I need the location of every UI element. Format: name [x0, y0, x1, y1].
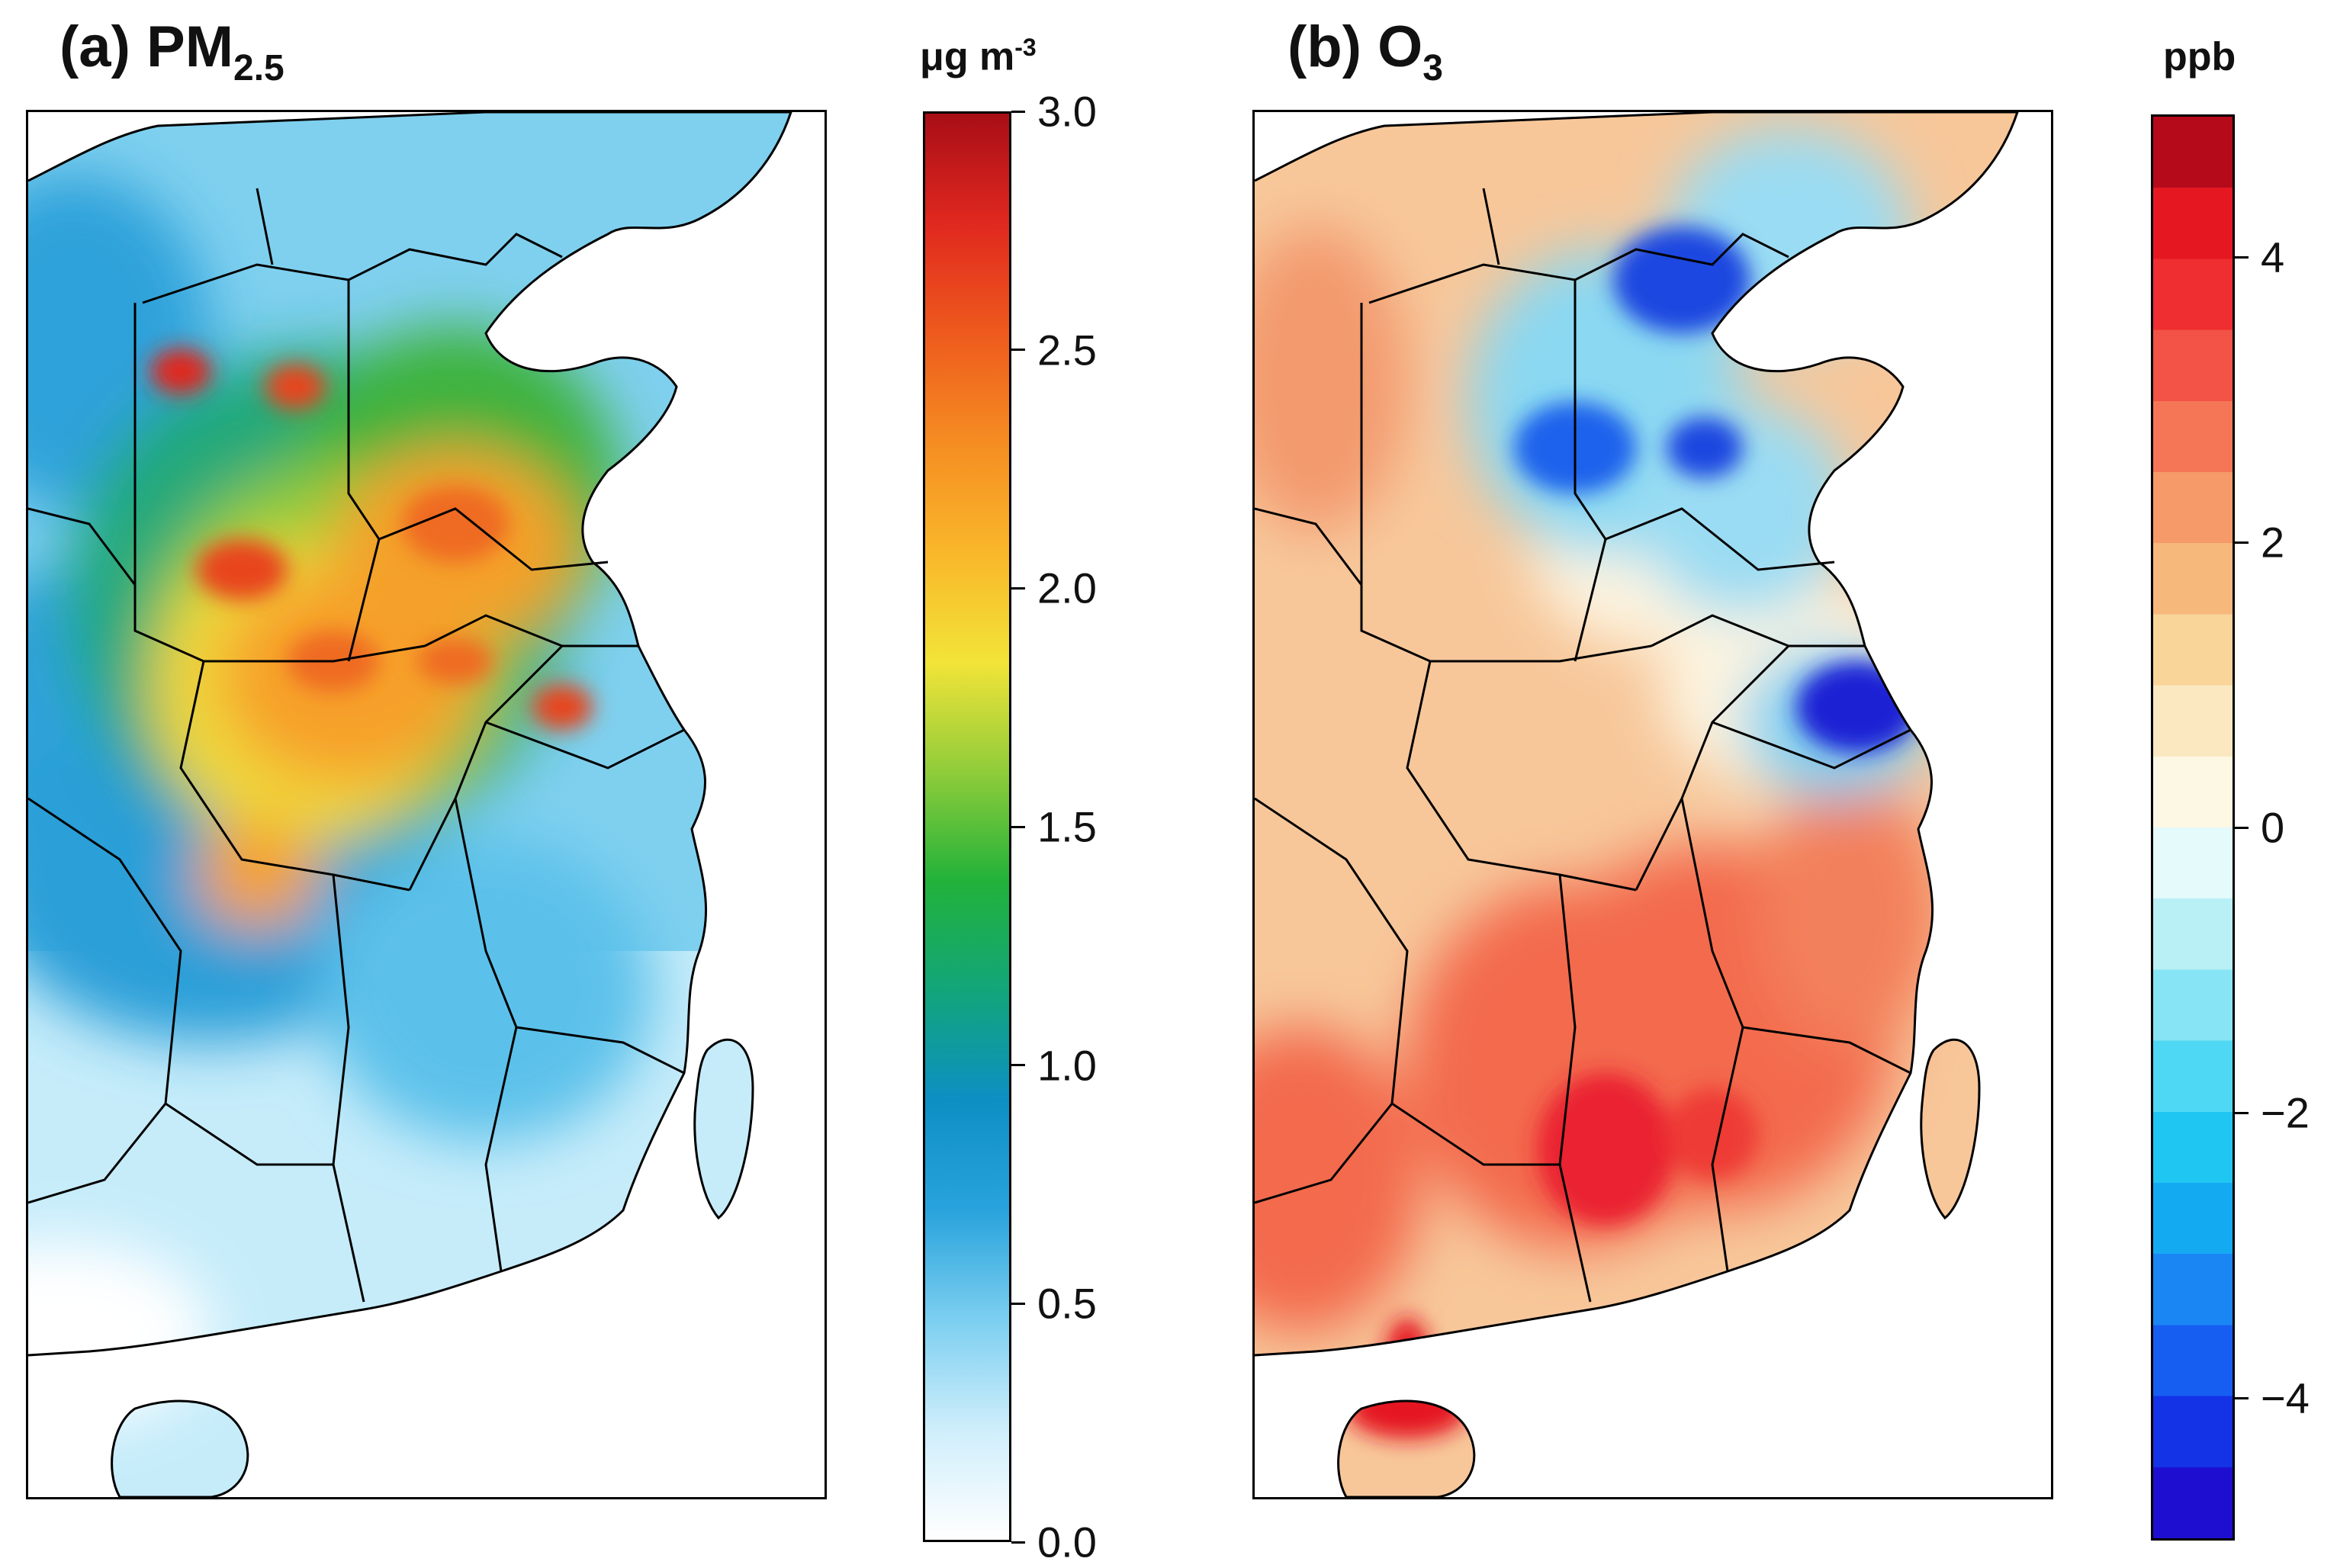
panel-b-unit: ppb [2163, 34, 2236, 79]
panel-a-title-subscript: 2.5 [233, 48, 284, 88]
panel-b-title-subscript: 3 [1422, 48, 1443, 88]
colorbar-a-tick [1011, 1541, 1025, 1544]
panel-a-unit-exponent: -3 [1014, 34, 1037, 61]
colorbar-b-tick [2235, 826, 2249, 829]
colorbar-a-tick [1011, 586, 1025, 590]
colorbar-a-tick-label: 2.5 [1037, 326, 1097, 374]
colorbar-a-tick [1011, 110, 1025, 113]
map-panel-b [1252, 110, 2053, 1499]
colorbar-b-tick-label: 0 [2261, 803, 2285, 852]
colorbar-a-tick [1011, 1064, 1025, 1067]
colorbar-a-tick [1011, 349, 1025, 352]
colorbar-a-tick-label: 0.5 [1037, 1279, 1097, 1328]
panel-b-title-prefix: (b) O [1287, 14, 1423, 79]
colorbar-a [923, 111, 1011, 1542]
colorbar-b-tick-label: 4 [2261, 233, 2285, 281]
colorbar-a-tick-label: 1.0 [1037, 1041, 1097, 1090]
panel-b-unit-base: ppb [2163, 34, 2236, 79]
panel-a-unit-base: μg m [920, 34, 1015, 79]
colorbar-a-tick-label: 1.5 [1037, 802, 1097, 851]
colorbar-a-tick-label: 3.0 [1037, 87, 1097, 136]
colorbar-b-tick-label: 2 [2261, 518, 2285, 567]
map-panel-a [26, 110, 827, 1499]
panel-a-title-prefix: (a) PM [59, 14, 233, 79]
colorbar-a-tick [1011, 1302, 1025, 1305]
colorbar-b-tick [2235, 541, 2249, 544]
colorbar-a-tick-label: 0.0 [1037, 1518, 1097, 1566]
colorbar-b-tick [2235, 1111, 2249, 1114]
colorbar-b [2151, 114, 2235, 1541]
colorbar-a-tick-label: 2.0 [1037, 564, 1097, 612]
colorbar-b-tick [2235, 1396, 2249, 1399]
panel-a-unit: μg m-3 [920, 34, 1037, 79]
colorbar-b-tick-label: −4 [2261, 1374, 2310, 1422]
panel-a-title: (a) PM2.5 [59, 14, 284, 88]
colorbar-b-tick-label: −2 [2261, 1088, 2310, 1137]
colorbar-a-tick [1011, 825, 1025, 828]
colorbar-b-tick [2235, 255, 2249, 259]
panel-b-title: (b) O3 [1287, 14, 1443, 88]
